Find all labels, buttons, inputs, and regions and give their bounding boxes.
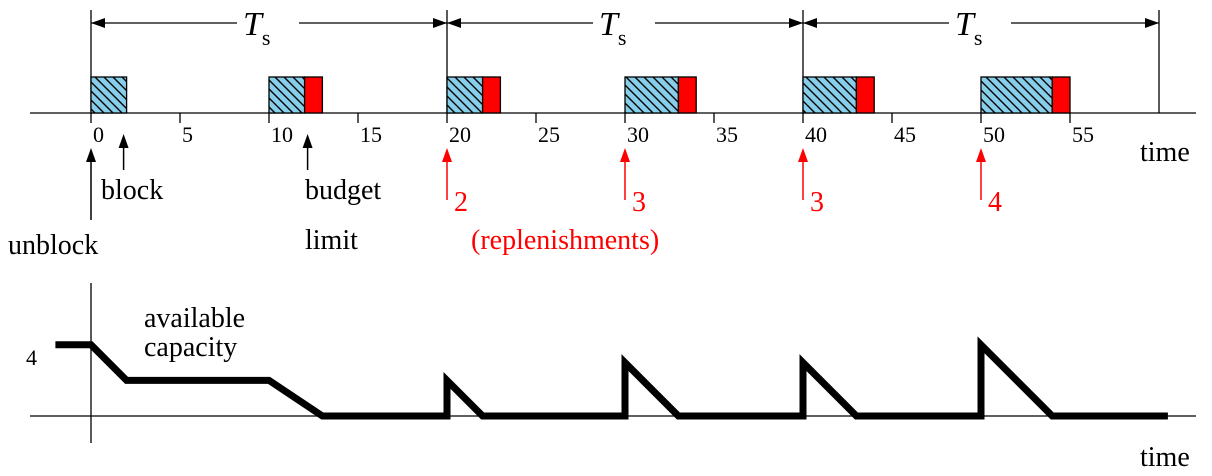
timeline-tick-label: 20 [449,122,471,147]
overrun-block [481,76,502,114]
execution-block [802,76,858,114]
timeline-tick-label: 55 [1072,122,1094,147]
period-markers: Ts Ts Ts [90,6,1160,113]
period-arrowhead-left [91,18,105,28]
timeline-tick-label: 30 [627,122,649,147]
execution-blocks [90,76,1071,114]
available-capacity-line [55,336,1168,420]
unblock-arrow-head [86,148,96,162]
timeline-tick-label: 45 [894,122,916,147]
period-arrowhead-right [1145,18,1159,28]
overrun-block [303,76,324,114]
overrun-block [855,76,875,114]
capacity-label-line1: available [144,303,245,334]
timeline-tick-label: 10 [271,122,293,147]
replenishments-caption: (replenishments) [471,225,659,256]
overrun-block [677,76,697,114]
block-arrow-head [118,134,129,148]
execution-block [624,76,680,114]
period-label: Ts [243,6,270,50]
timeline-tick-label: 5 [182,122,193,147]
timeline-tick-label: 40 [805,122,827,147]
timeline-tick-label: 35 [716,122,738,147]
overrun-block [1051,76,1071,114]
execution-block [90,76,128,114]
replenishment-arrows: 2 3 3 4 [442,148,1002,218]
replenishment-amount: 3 [632,187,646,218]
timeline-tick-label: 25 [538,122,560,147]
timeline-tick-label: 50 [983,122,1005,147]
event-label-unblock: unblock [8,230,98,261]
execution-block [980,76,1053,114]
period-label: Ts [955,6,982,50]
event-label-limit: limit [305,225,358,256]
timeline-x-label: time [1140,137,1190,168]
replenishment-arrow-head [798,148,808,162]
period-arrowhead-right [789,18,803,28]
replenishment-amount: 3 [810,187,824,218]
event-label-block: block [101,175,163,206]
event-label-budget: budget [305,175,381,206]
capacity-y-label: 4 [26,345,37,370]
period-arrowhead-left [447,18,461,28]
execution-block [268,76,306,114]
replenishment-arrow-head [976,148,986,162]
period-arrowhead-right [433,18,447,28]
period-label: Ts [599,6,626,50]
execution-block [446,76,484,114]
timeline-tick-label: 15 [360,122,382,147]
replenishment-amount: 4 [988,187,1002,218]
period-arrowhead-left [803,18,817,28]
budget-limit-arrow-head [302,134,313,148]
timeline-tick-label: 0 [93,122,104,147]
capacity-x-label: time [1140,442,1190,473]
replenishment-arrow-head [620,148,630,162]
capacity-label-line2: capacity [144,332,237,363]
timeline-ticks: 0 5 10 15 20 25 30 35 40 45 50 55 [90,113,1094,147]
replenishment-arrow-head [442,148,452,162]
replenishment-amount: 2 [454,187,468,218]
